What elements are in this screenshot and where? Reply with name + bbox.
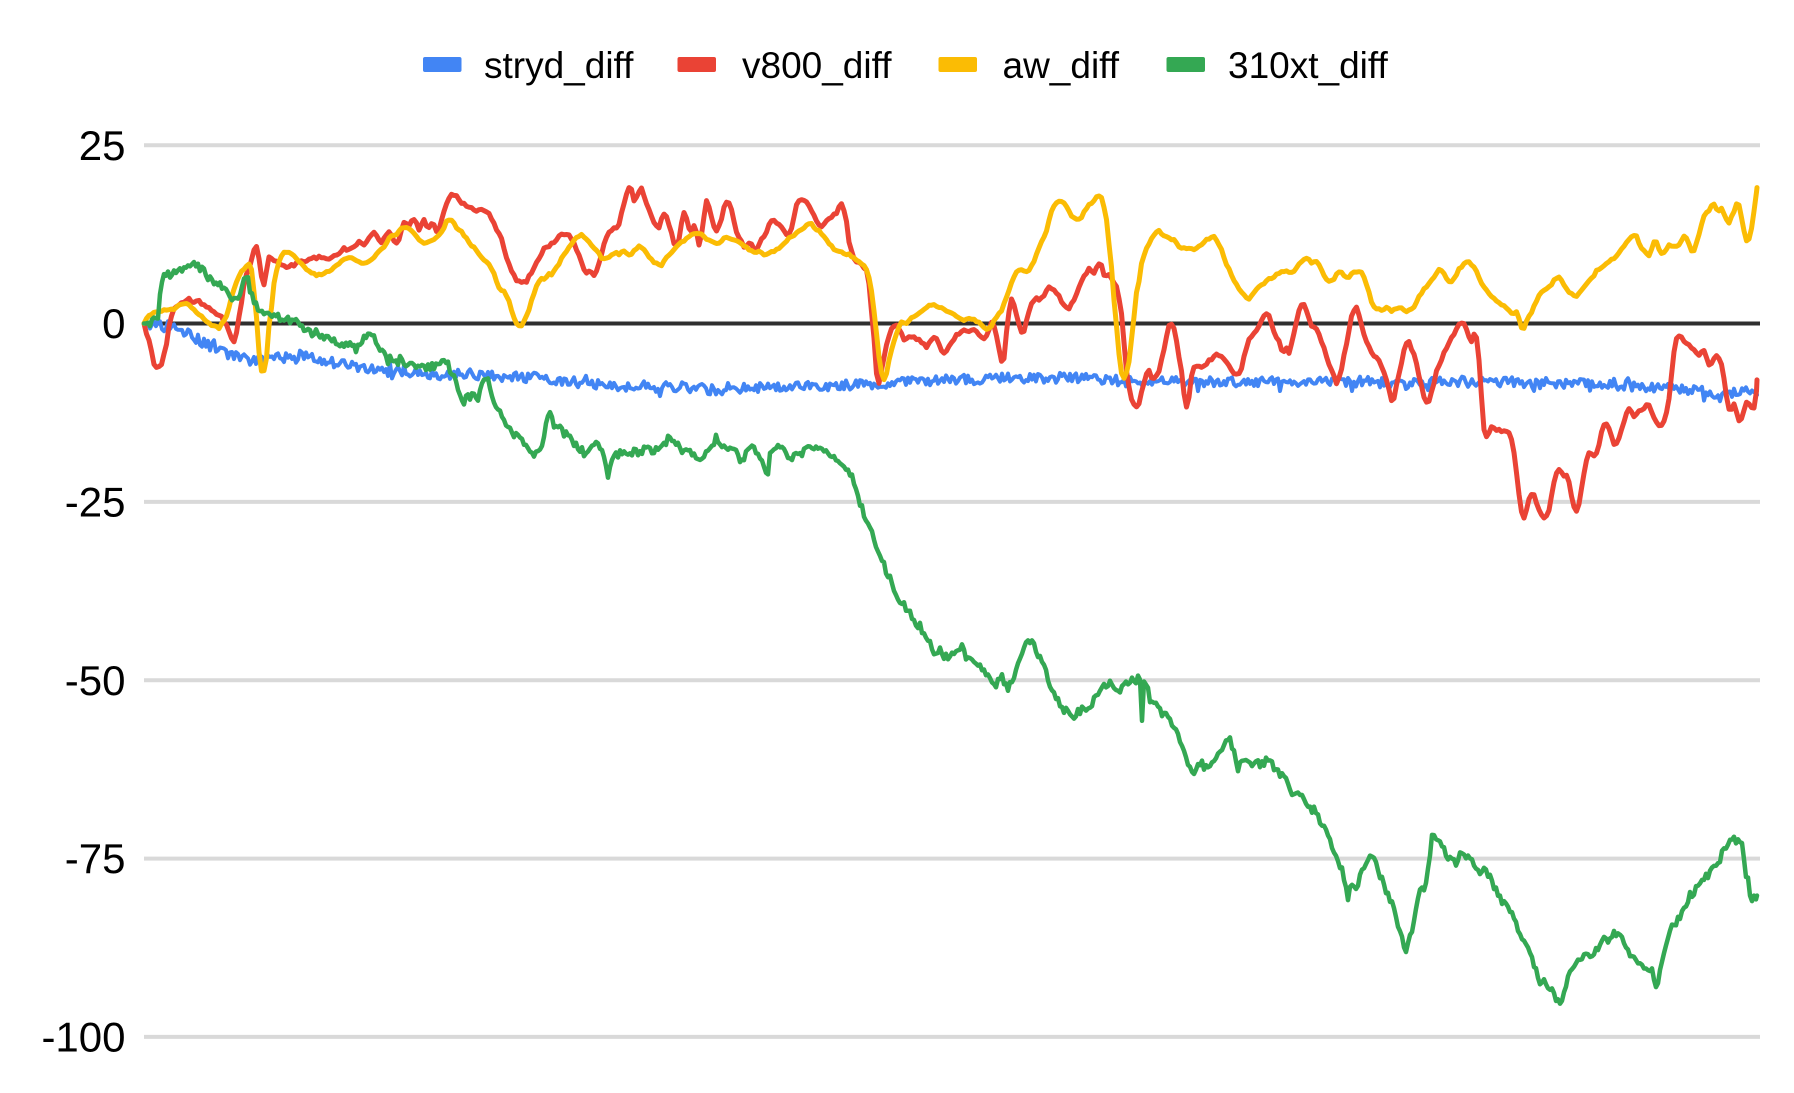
svg-text:aw_diff: aw_diff (1003, 45, 1120, 86)
svg-text:0: 0 (102, 300, 125, 347)
svg-text:stryd_diff: stryd_diff (484, 45, 634, 86)
svg-text:-75: -75 (65, 835, 126, 882)
svg-text:v800_diff: v800_diff (742, 45, 892, 86)
svg-text:-100: -100 (41, 1014, 125, 1061)
svg-text:-50: -50 (65, 657, 126, 704)
svg-text:25: 25 (79, 122, 126, 169)
svg-text:310xt_diff: 310xt_diff (1228, 45, 1388, 86)
svg-text:-25: -25 (65, 479, 126, 526)
